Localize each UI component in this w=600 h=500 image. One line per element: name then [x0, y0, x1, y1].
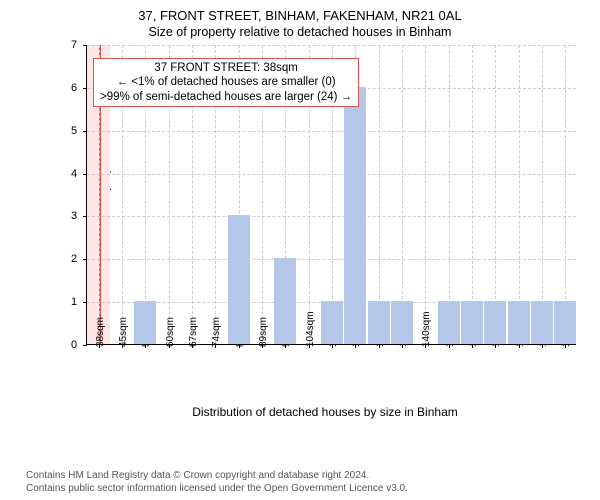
ytick-mark [83, 345, 87, 346]
gridline-v [425, 45, 426, 344]
ytick-label: 1 [71, 296, 77, 308]
ytick-mark [83, 216, 87, 217]
bar [321, 301, 343, 344]
xtick-label: 60sqm [165, 317, 176, 347]
xtick-label: 67sqm [188, 317, 199, 347]
bar [228, 215, 250, 344]
ytick-label: 6 [71, 82, 77, 94]
gridline-v [565, 45, 566, 344]
ytick-label: 0 [71, 339, 77, 351]
ytick-mark [83, 259, 87, 260]
ytick-mark [83, 302, 87, 303]
xtick-label: 89sqm [258, 317, 269, 347]
ytick-label: 4 [71, 168, 77, 180]
xtick-label: 104sqm [305, 311, 316, 347]
bar [461, 301, 483, 344]
bar [344, 87, 366, 344]
xtick-label: 38sqm [95, 317, 106, 347]
bar [391, 301, 413, 344]
gridline-v [379, 45, 380, 344]
bar [531, 301, 553, 344]
bar [274, 258, 296, 344]
gridline-v [495, 45, 496, 344]
chart-area: Number of detached properties 0123456738… [66, 45, 584, 395]
footer-line-2: Contains public sector information licen… [26, 482, 584, 495]
ytick-mark [83, 45, 87, 46]
gridline-v [542, 45, 543, 344]
bar [484, 301, 506, 344]
ytick-mark [83, 174, 87, 175]
plot-area: 0123456738sqm45sqm53sqm60sqm67sqm74sqm82… [86, 45, 576, 345]
xtick-label: 74sqm [211, 317, 222, 347]
ytick-label: 3 [71, 210, 77, 222]
x-axis-label: Distribution of detached houses by size … [66, 405, 584, 419]
bar [134, 301, 156, 344]
gridline-v [402, 45, 403, 344]
ytick-label: 5 [71, 125, 77, 137]
chart-title-sub: Size of property relative to detached ho… [16, 25, 584, 39]
xtick-label: 140sqm [421, 311, 432, 347]
ytick-mark [83, 88, 87, 89]
info-line-2: ← <1% of detached houses are smaller (0) [100, 75, 352, 89]
ytick-label: 2 [71, 253, 77, 265]
gridline-v [449, 45, 450, 344]
footer-attribution: Contains HM Land Registry data © Crown c… [26, 469, 584, 495]
bar [554, 301, 576, 344]
ytick-mark [83, 131, 87, 132]
chart-title-main: 37, FRONT STREET, BINHAM, FAKENHAM, NR21… [16, 8, 584, 23]
info-line-1: 37 FRONT STREET: 38sqm [100, 61, 352, 75]
bar [438, 301, 460, 344]
info-line-3: >99% of semi-detached houses are larger … [100, 90, 352, 104]
gridline-v [472, 45, 473, 344]
info-box: 37 FRONT STREET: 38sqm ← <1% of detached… [93, 58, 359, 107]
bar [368, 301, 390, 344]
bar [508, 301, 530, 344]
xtick-label: 45sqm [118, 317, 129, 347]
footer-line-1: Contains HM Land Registry data © Crown c… [26, 469, 584, 482]
ytick-label: 7 [71, 39, 77, 51]
gridline-v [519, 45, 520, 344]
